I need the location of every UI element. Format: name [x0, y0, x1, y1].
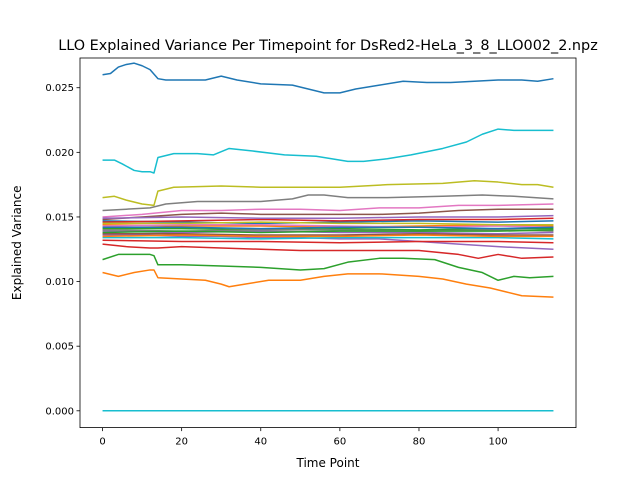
series-line-2: [102, 128, 554, 174]
y-axis-label: Explained Variance: [10, 186, 24, 301]
series-line-9: [102, 253, 554, 282]
series-line-1: [102, 62, 554, 94]
series-line-19: [102, 221, 554, 226]
series-line-14: [102, 217, 554, 223]
series-line-4: [102, 194, 554, 212]
series-line-23: [102, 239, 554, 244]
series-line-15: [102, 230, 554, 235]
series-line-6: [102, 208, 554, 221]
x-tick-label: 40: [254, 437, 267, 448]
y-tick-label: 0.025: [45, 83, 74, 94]
series-line-20: [102, 236, 554, 240]
series-layer: [102, 62, 554, 412]
x-axis-label: Time Point: [296, 456, 360, 470]
series-line-24: [102, 234, 554, 238]
y-tick-label: 0.010: [45, 277, 74, 288]
y-tick-label: 0.020: [45, 148, 74, 159]
series-line-21: [102, 226, 554, 230]
y-tick-label: 0.000: [45, 406, 74, 417]
series-line-11: [102, 220, 554, 225]
series-line-22: [102, 229, 554, 234]
y-tick-label: 0.015: [45, 212, 74, 223]
x-tick-label: 60: [333, 437, 346, 448]
chart-title: LLO Explained Variance Per Timepoint for…: [58, 38, 598, 54]
x-tick-label: 80: [413, 437, 426, 448]
series-line-25: [102, 214, 554, 219]
series-line-8: [102, 243, 554, 260]
x-axis-ticks: 0 20 40 60 80 100: [99, 427, 508, 448]
series-line-16: [102, 233, 554, 236]
x-tick-label: 0: [99, 437, 105, 448]
series-line-17: [102, 223, 554, 229]
x-tick-label: 20: [175, 437, 188, 448]
plot-frame: [79, 57, 577, 429]
y-axis-ticks: 0.000 0.005 0.010 0.015 0.020 0.025: [45, 83, 80, 417]
x-tick-label: 100: [489, 437, 508, 448]
series-line-5: [102, 203, 554, 218]
series-line-10: [102, 269, 554, 298]
y-tick-label: 0.005: [45, 342, 74, 353]
series-line-3: [102, 180, 554, 207]
